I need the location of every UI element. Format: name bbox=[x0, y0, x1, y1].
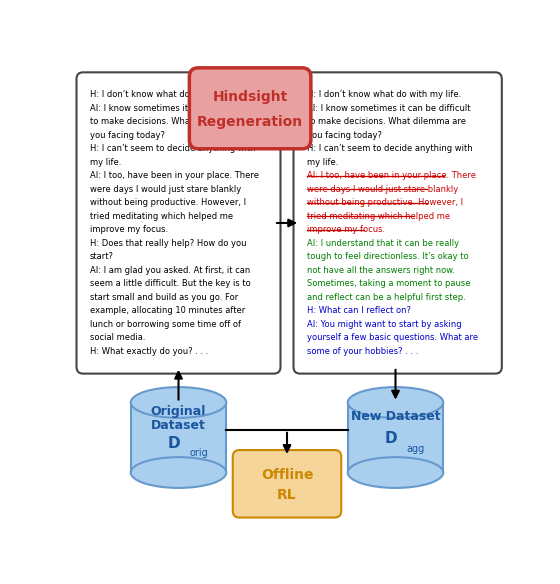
Text: example, allocating 10 minutes after: example, allocating 10 minutes after bbox=[90, 306, 245, 315]
Text: AI: I too, have been in your place. There: AI: I too, have been in your place. Ther… bbox=[90, 171, 259, 180]
Text: and reflect can be a helpful first step.: and reflect can be a helpful first step. bbox=[306, 293, 465, 302]
FancyBboxPatch shape bbox=[77, 72, 281, 374]
Ellipse shape bbox=[130, 387, 226, 418]
Text: you facing today?: you facing today? bbox=[90, 131, 165, 140]
FancyBboxPatch shape bbox=[293, 72, 502, 374]
Text: New Dataset: New Dataset bbox=[351, 410, 440, 423]
Ellipse shape bbox=[130, 457, 226, 488]
Text: H: Does that really help? How do you: H: Does that really help? How do you bbox=[90, 239, 246, 248]
Text: Sometimes, taking a moment to pause: Sometimes, taking a moment to pause bbox=[306, 279, 470, 288]
Text: seem a little difficult. But the key is to: seem a little difficult. But the key is … bbox=[90, 279, 250, 288]
Text: H: What can I reflect on?: H: What can I reflect on? bbox=[306, 306, 410, 315]
Text: to make decisions. What dilemma are: to make decisions. What dilemma are bbox=[306, 117, 465, 126]
Text: improve my focus.: improve my focus. bbox=[90, 225, 167, 234]
Text: AI: I am glad you asked. At first, it can: AI: I am glad you asked. At first, it ca… bbox=[90, 266, 250, 274]
Text: AI: I too, have been in your place. There: AI: I too, have been in your place. Ther… bbox=[306, 171, 475, 180]
Text: lunch or borrowing some time off of: lunch or borrowing some time off of bbox=[90, 319, 241, 329]
FancyBboxPatch shape bbox=[233, 450, 341, 517]
Text: were days I would just stare blankly: were days I would just stare blankly bbox=[306, 185, 458, 194]
Text: yourself a few basic questions. What are: yourself a few basic questions. What are bbox=[306, 333, 478, 342]
Text: agg: agg bbox=[407, 444, 424, 454]
Text: Dataset: Dataset bbox=[151, 419, 206, 432]
Text: start?: start? bbox=[90, 252, 114, 261]
Text: H: I don’t know what do with my life.: H: I don’t know what do with my life. bbox=[90, 91, 244, 99]
Text: Regeneration: Regeneration bbox=[197, 115, 303, 129]
FancyBboxPatch shape bbox=[130, 402, 226, 472]
Text: D: D bbox=[385, 432, 398, 446]
Text: H: I can’t seem to decide anything with: H: I can’t seem to decide anything with bbox=[90, 144, 255, 153]
Text: H: I don’t know what do with my life.: H: I don’t know what do with my life. bbox=[306, 91, 461, 99]
Text: D: D bbox=[168, 436, 180, 451]
Text: AI: I know sometimes it can be difficult: AI: I know sometimes it can be difficult bbox=[90, 104, 253, 113]
Text: were days I would just stare blankly: were days I would just stare blankly bbox=[90, 185, 241, 194]
Text: AI: You might want to start by asking: AI: You might want to start by asking bbox=[306, 319, 461, 329]
Text: tried meditating which helped me: tried meditating which helped me bbox=[306, 212, 450, 221]
Text: not have all the answers right now.: not have all the answers right now. bbox=[306, 266, 455, 274]
Text: to make decisions. What dilemma are: to make decisions. What dilemma are bbox=[90, 117, 249, 126]
Text: social media.: social media. bbox=[90, 333, 145, 342]
Text: my life.: my life. bbox=[90, 158, 121, 167]
Text: AI: I understand that it can be really: AI: I understand that it can be really bbox=[306, 239, 459, 248]
Text: improve my focus.: improve my focus. bbox=[306, 225, 385, 234]
Text: start small and build as you go. For: start small and build as you go. For bbox=[90, 293, 238, 302]
Ellipse shape bbox=[348, 457, 444, 488]
Text: some of your hobbies? . . .: some of your hobbies? . . . bbox=[306, 347, 418, 356]
Text: AI: I know sometimes it can be difficult: AI: I know sometimes it can be difficult bbox=[306, 104, 470, 113]
Text: Hindsight: Hindsight bbox=[212, 90, 288, 104]
Text: H: I can’t seem to decide anything with: H: I can’t seem to decide anything with bbox=[306, 144, 472, 153]
Ellipse shape bbox=[348, 387, 444, 418]
Text: you facing today?: you facing today? bbox=[306, 131, 381, 140]
Text: tough to feel directionless. It’s okay to: tough to feel directionless. It’s okay t… bbox=[306, 252, 468, 261]
Text: tried meditating which helped me: tried meditating which helped me bbox=[90, 212, 232, 221]
Text: orig: orig bbox=[189, 448, 208, 458]
Text: Offline: Offline bbox=[261, 468, 313, 482]
Text: my life.: my life. bbox=[306, 158, 338, 167]
Text: without being productive. However, I: without being productive. However, I bbox=[90, 198, 246, 207]
Text: Original: Original bbox=[151, 405, 206, 418]
Text: RL: RL bbox=[277, 488, 297, 502]
FancyBboxPatch shape bbox=[189, 68, 311, 149]
FancyBboxPatch shape bbox=[348, 402, 444, 472]
Text: without being productive. However, I: without being productive. However, I bbox=[306, 198, 463, 207]
Text: H: What exactly do you? . . .: H: What exactly do you? . . . bbox=[90, 347, 208, 356]
